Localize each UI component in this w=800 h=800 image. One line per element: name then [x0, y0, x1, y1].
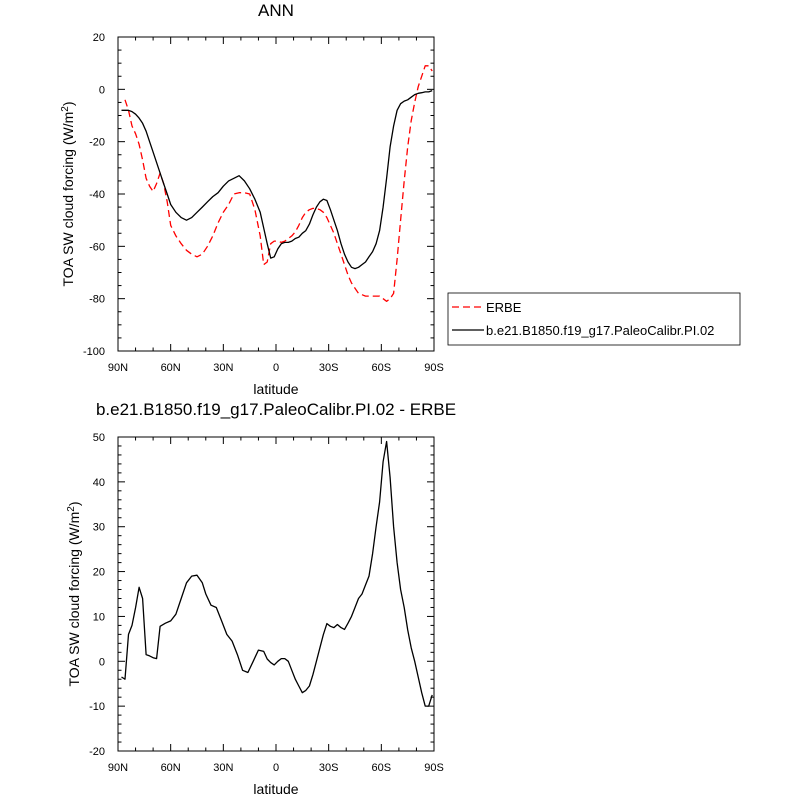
- bottom-y-tick-label: 50: [93, 432, 105, 444]
- top-x-tick-label: 90N: [108, 362, 128, 374]
- legend-box: [447, 292, 741, 346]
- bottom-ylabel-sup: 2: [66, 506, 77, 512]
- bottom-y-tick-label: 0: [99, 656, 105, 668]
- bottom-series-lines: [121, 440, 433, 707]
- top-ylabel: TOA SW cloud forcing (W/m2): [60, 101, 76, 286]
- top-y-tick-label: 0: [99, 84, 105, 96]
- top-ylabel-main: TOA SW cloud forcing (W/m: [60, 112, 76, 287]
- legend-label-erbe: ERBE: [486, 300, 522, 315]
- bottom-y-tick-label: 20: [93, 567, 105, 579]
- top-ticks: [117, 36, 435, 352]
- top-ylabel-close: ): [60, 101, 76, 106]
- bottom-difference-line: [121, 440, 433, 707]
- top-x-tick-label: 30S: [319, 362, 339, 374]
- bottom-ylabel-main: TOA SW cloud forcing (W/m: [66, 512, 82, 687]
- top-x-tick-label: 30N: [213, 362, 233, 374]
- top-y-tick-label: -60: [89, 241, 105, 253]
- bottom-ticks: [117, 436, 435, 752]
- bottom-x-tick-label: 60S: [372, 762, 392, 774]
- legend-label-model: b.e21.B1850.f19_g17.PaleoCalibr.PI.02: [486, 323, 714, 338]
- bottom-y-tick-label: -20: [89, 746, 105, 758]
- bottom-x-tick-label: 30S: [319, 762, 339, 774]
- top-series-lines: [121, 65, 433, 302]
- bottom-x-tick-label: 30N: [213, 762, 233, 774]
- bottom-xlabel: latitude: [253, 781, 298, 797]
- top-y-tick-label: -80: [89, 294, 105, 306]
- top-x-tick-label: 90S: [424, 362, 444, 374]
- top-x-tick-label: 0: [273, 362, 279, 374]
- bottom-panel: b.e21.B1850.f19_g17.PaleoCalibr.PI.02 - …: [66, 400, 456, 797]
- top-model-line: [121, 89, 433, 270]
- top-title: ANN: [258, 1, 294, 20]
- bottom-tick-labels: 90N 60N 30N 0 30S 60S 90S 50 40 30 20 10 0 -10 -20: [89, 432, 444, 774]
- top-x-tick-label: 60N: [161, 362, 181, 374]
- bottom-title: b.e21.B1850.f19_g17.PaleoCalibr.PI.02 - …: [96, 400, 456, 419]
- top-legend: ERBE b.e21.B1850.f19_g17.PaleoCalibr.PI.…: [447, 292, 741, 346]
- bottom-y-tick-label: 30: [93, 522, 105, 534]
- top-x-tick-label: 60S: [372, 362, 392, 374]
- top-y-tick-label: -20: [89, 137, 105, 149]
- top-ylabel-sup: 2: [60, 106, 71, 112]
- top-tick-labels: 90N 60N 30N 0 30S 60S 90S 20 0 -20 -40 -60 -80 -100: [83, 32, 444, 374]
- top-erbe-line: [124, 65, 433, 302]
- bottom-x-tick-label: 60N: [161, 762, 181, 774]
- bottom-y-tick-label: -10: [89, 701, 105, 713]
- top-panel: ANN 90N 60N 30N 0 30S 60S 90S 20 0 -20 -40 -60 -80 -1…: [60, 1, 741, 397]
- bottom-plot-frame: [117, 436, 435, 752]
- bottom-x-tick-label: 0: [273, 762, 279, 774]
- top-xlabel: latitude: [253, 381, 298, 397]
- bottom-ylabel: TOA SW cloud forcing (W/m2): [66, 501, 82, 686]
- bottom-x-tick-label: 90S: [424, 762, 444, 774]
- top-y-tick-label: -100: [83, 346, 105, 358]
- bottom-y-tick-label: 10: [93, 611, 105, 623]
- top-y-tick-label: 20: [93, 32, 105, 44]
- bottom-y-tick-label: 40: [93, 477, 105, 489]
- bottom-ylabel-close: ): [66, 501, 82, 506]
- top-y-tick-label: -40: [89, 189, 105, 201]
- bottom-x-tick-label: 90N: [108, 762, 128, 774]
